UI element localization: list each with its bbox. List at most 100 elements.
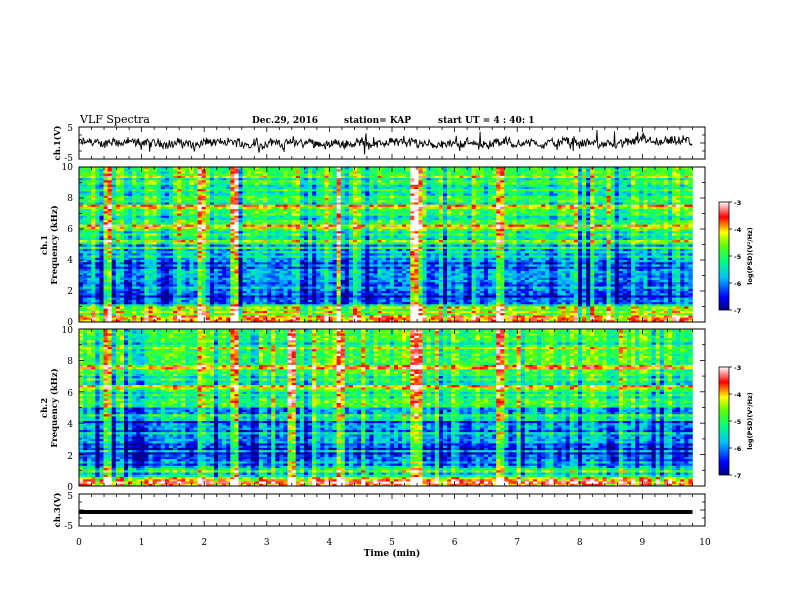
spectrogram-cell — [303, 315, 309, 318]
spectrogram-cell — [340, 248, 346, 252]
spectrogram-cell — [324, 288, 329, 292]
spectrogram-cell — [340, 220, 346, 223]
spectrogram-cell — [246, 313, 252, 316]
spectrogram-cell — [99, 171, 104, 174]
spectrogram-cell — [258, 231, 264, 234]
spectrogram-cell — [160, 233, 166, 236]
spectrogram-cell — [197, 204, 202, 208]
spectrogram-cell — [275, 195, 280, 199]
spectrogram-cell — [87, 317, 92, 321]
spectrogram-cell — [299, 222, 305, 225]
spectrogram-cell — [238, 173, 243, 177]
spectrogram-cell — [340, 308, 346, 312]
spectrogram-cell — [83, 178, 88, 181]
spectrogram-cell — [324, 260, 329, 263]
spectrogram-cell — [222, 299, 227, 303]
spectrogram-cell — [87, 171, 92, 174]
spectrogram-cell — [250, 242, 256, 245]
spectrogram-cell — [340, 222, 346, 225]
spectrogram-cell — [267, 284, 272, 287]
spectrogram-cell — [103, 211, 108, 214]
spectrogram-cell — [144, 189, 149, 192]
spectrogram-cell — [83, 240, 88, 243]
spectrogram-cell — [254, 306, 260, 310]
spectrogram-cell — [316, 180, 321, 183]
spectrogram-cell — [213, 237, 219, 241]
spectrogram-cell — [303, 233, 309, 236]
spectrogram-cell — [185, 302, 190, 305]
spectrogram-cell — [193, 308, 198, 312]
spectrogram-cell — [267, 209, 272, 212]
spectrogram-cell — [119, 191, 125, 194]
spectrogram-cell — [83, 211, 88, 214]
spectrogram-cell — [115, 282, 121, 285]
spectrogram-cell — [136, 317, 141, 321]
spectrogram-cell — [197, 293, 202, 296]
spectrogram-cell — [91, 202, 96, 205]
spectrogram-cell — [111, 291, 117, 294]
spectrogram-cell — [123, 202, 129, 205]
spectrogram-cell — [79, 271, 84, 274]
spectrogram-cell — [275, 246, 280, 250]
spectrogram-cell — [160, 173, 166, 177]
spectrogram-cell — [103, 186, 108, 190]
spectrogram-cell — [295, 299, 301, 303]
spectrogram-cell — [213, 233, 219, 236]
spectrogram-cell — [87, 215, 92, 219]
spectrogram-cell — [303, 246, 309, 250]
spectrogram-cell — [234, 248, 239, 252]
spectrogram-cell — [316, 173, 321, 177]
spectrogram-cell — [173, 198, 178, 201]
spectrogram-cell — [230, 231, 235, 234]
spectrogram-cell — [201, 288, 207, 292]
spectrogram-cell — [87, 253, 92, 256]
spectrogram-cell — [201, 178, 207, 181]
spectrogram-cell — [357, 237, 362, 241]
spectrogram-cell — [213, 293, 219, 296]
spectrogram-cell — [218, 198, 223, 201]
spectrogram-cell — [87, 284, 92, 287]
spectrogram-cell — [336, 193, 342, 197]
spectrogram-cell — [119, 284, 125, 287]
spectrogram-cell — [238, 293, 243, 296]
spectrogram-cell — [152, 224, 158, 228]
spectrogram-cell — [336, 224, 342, 228]
spectrogram-cell — [312, 273, 317, 276]
spectrogram-cell — [246, 202, 252, 205]
spectrogram-cell — [144, 297, 149, 301]
spectrogram-cell — [209, 288, 215, 292]
spectrogram-cell — [91, 248, 96, 252]
spectrogram-cell — [303, 215, 309, 219]
spectrogram-cell — [312, 220, 317, 223]
spectrogram-cell — [185, 229, 190, 232]
spectrogram-cell — [246, 182, 252, 186]
spectrogram-cell — [271, 295, 276, 298]
spectrogram-cell — [160, 229, 166, 232]
spectrogram-cell — [308, 279, 313, 283]
spectrogram-cell — [279, 244, 284, 248]
spectrogram-cell — [136, 217, 141, 221]
spectrogram-cell — [299, 260, 305, 263]
spectrogram-cell — [348, 273, 354, 276]
spectrogram-cell — [164, 186, 170, 190]
spectrogram-cell — [222, 198, 227, 201]
spectrogram-cell — [123, 178, 129, 181]
spectrogram-cell — [144, 213, 149, 217]
spectrogram-cell — [357, 310, 362, 314]
spectrogram-cell — [344, 209, 350, 212]
spectrogram-cell — [152, 195, 158, 199]
spectrogram-cell — [119, 233, 125, 236]
spectrogram-cell — [128, 273, 133, 276]
spectrogram-cell — [283, 220, 288, 223]
spectrogram-cell — [181, 286, 186, 290]
spectrogram-cell — [303, 304, 309, 307]
spectrogram-cell — [164, 233, 170, 236]
spectrogram-cell — [213, 226, 219, 230]
spectrogram-cell — [173, 242, 178, 245]
spectrogram-cell — [87, 178, 92, 181]
spectrogram-cell — [79, 233, 84, 236]
spectrogram-cell — [226, 297, 231, 301]
spectrogram-cell — [328, 220, 333, 223]
spectrogram-cell — [308, 317, 313, 321]
spectrogram-cell — [258, 319, 264, 323]
